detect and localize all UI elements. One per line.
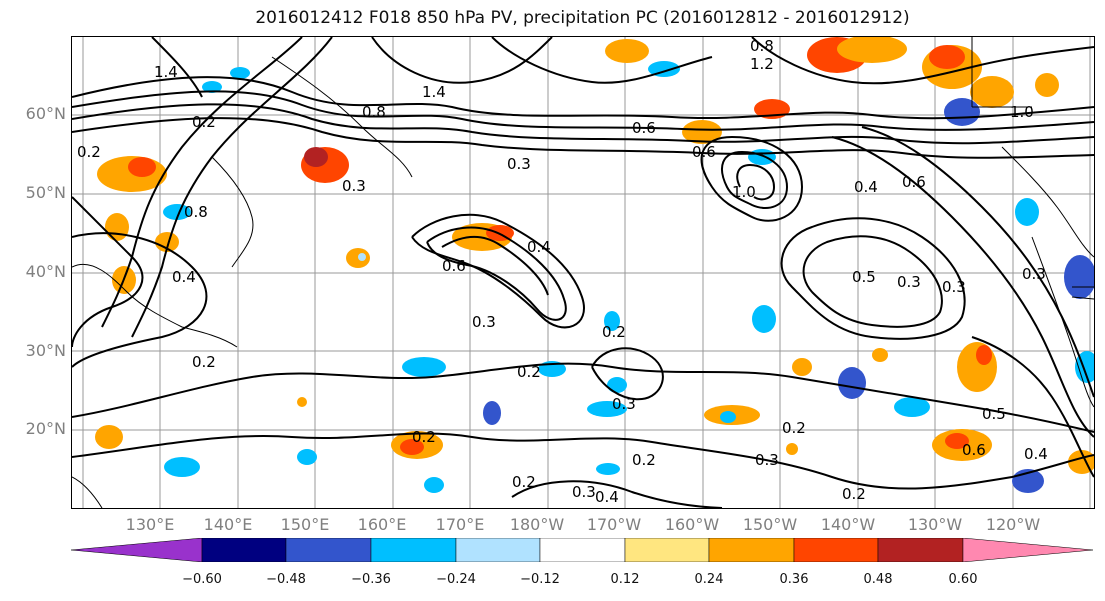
lat-label-40: 40°N [25,262,66,281]
contour-label: 0.8 [362,103,386,121]
map-panel: 0.6 0.3 0.3 0.2 0.8 0.4 0.6 0.4 0.3 0.2 … [71,36,1095,509]
colorbar-tick: 0.48 [863,572,893,587]
colorbar-segment [962,538,1093,562]
contour-label: 0.6 [632,119,656,137]
colorbar-tick: −0.24 [436,572,476,587]
contour-label: 0.3 [342,177,366,195]
chart-title: 2016012412 F018 850 hPa PV, precipitatio… [255,8,910,28]
colorbar-segments [71,538,1093,562]
contour-label: 1.0 [1010,103,1034,121]
colorbar-tick: −0.12 [520,572,560,587]
contour-label: 0.2 [412,428,436,446]
contour-label: 0.6 [902,173,926,191]
lat-label-20: 20°N [25,419,66,438]
colorbar-tick: −0.36 [351,572,391,587]
lat-label-60: 60°N [25,104,66,123]
colorbar-tick: −0.48 [266,572,306,587]
contour-label: 0.4 [1024,445,1048,463]
contour-label: 0.3 [755,451,779,469]
lon-label-140w: 140°W [820,515,876,534]
lon-label-170w: 170°W [586,515,642,534]
contour-label: 0.8 [750,37,774,55]
colorbar-tick: 0.24 [694,572,724,587]
map-svg: 0.6 0.3 0.3 0.2 0.8 0.4 0.6 0.4 0.3 0.2 … [72,37,1094,508]
contour-label: 0.4 [172,268,196,286]
colorbar-segment [455,538,541,562]
colorbar [71,538,1093,562]
contour-label: 0.3 [1022,265,1046,283]
lon-label-160w: 160°W [664,515,720,534]
contour-label: 0.6 [692,143,716,161]
contour-label: 0.3 [897,273,921,291]
contour-label: 0.4 [595,488,619,506]
contour-label: 0.4 [854,178,878,196]
colorbar-segment [201,538,287,562]
lon-label-150e: 150°E [280,515,330,534]
lon-label-150w: 150°W [742,515,798,534]
contour-label: 0.2 [782,419,806,437]
colorbar-segment [370,538,457,562]
lat-label-50: 50°N [25,183,66,202]
contour-label: 0.3 [472,313,496,331]
contour-label: 0.2 [192,113,216,131]
lon-label-170e: 170°E [435,515,485,534]
lon-label-130e: 130°E [125,515,175,534]
colorbar-tick: −0.60 [182,572,222,587]
contour-label: 1.4 [422,83,446,101]
colorbar-tick: 0.12 [610,572,640,587]
contour-labels: 0.6 0.3 0.3 0.2 0.8 0.4 0.6 0.4 0.3 0.2 … [77,37,1048,506]
contour-label: 0.2 [512,473,536,491]
contour-label: 0.3 [507,155,531,173]
contour-label: 0.2 [842,485,866,503]
contour-label: 0.3 [612,395,636,413]
contour-label: 0.2 [602,323,626,341]
contour-label: 0.2 [192,353,216,371]
contour-label: 0.3 [572,483,596,501]
contour-label: 0.3 [942,278,966,296]
coastlines [72,37,1094,508]
lon-label-160e: 160°E [357,515,407,534]
colorbar-segment [793,538,879,562]
contour-label: 0.2 [517,363,541,381]
contour-label: 1.4 [154,63,178,81]
colorbar-segment [877,538,964,562]
contour-label: 0.5 [852,268,876,286]
contour-label: 0.5 [982,405,1006,423]
colorbar-tick: 0.36 [779,572,809,587]
lon-label-140e: 140°E [203,515,253,534]
colorbar-segment [624,538,710,562]
colorbar-tick: 0.60 [948,572,978,587]
pv-contours [72,37,1094,508]
colorbar-segment [539,538,626,562]
contour-label: 1.0 [732,183,756,201]
contour-label: 0.6 [962,441,986,459]
contour-label: 0.2 [632,451,656,469]
contour-label: 0.8 [184,203,208,221]
lon-label-120w: 120°W [985,515,1041,534]
colorbar-segment [71,538,203,562]
lat-label-30: 30°N [25,341,66,360]
contour-label: 0.2 [77,143,101,161]
lon-label-180w: 180°W [509,515,565,534]
colorbar-segment [285,538,372,562]
contour-label: 0.6 [442,257,466,275]
contour-label: 0.4 [527,238,551,256]
contour-label: 1.2 [750,55,774,73]
lon-label-130w: 130°W [907,515,963,534]
colorbar-segment [708,538,795,562]
